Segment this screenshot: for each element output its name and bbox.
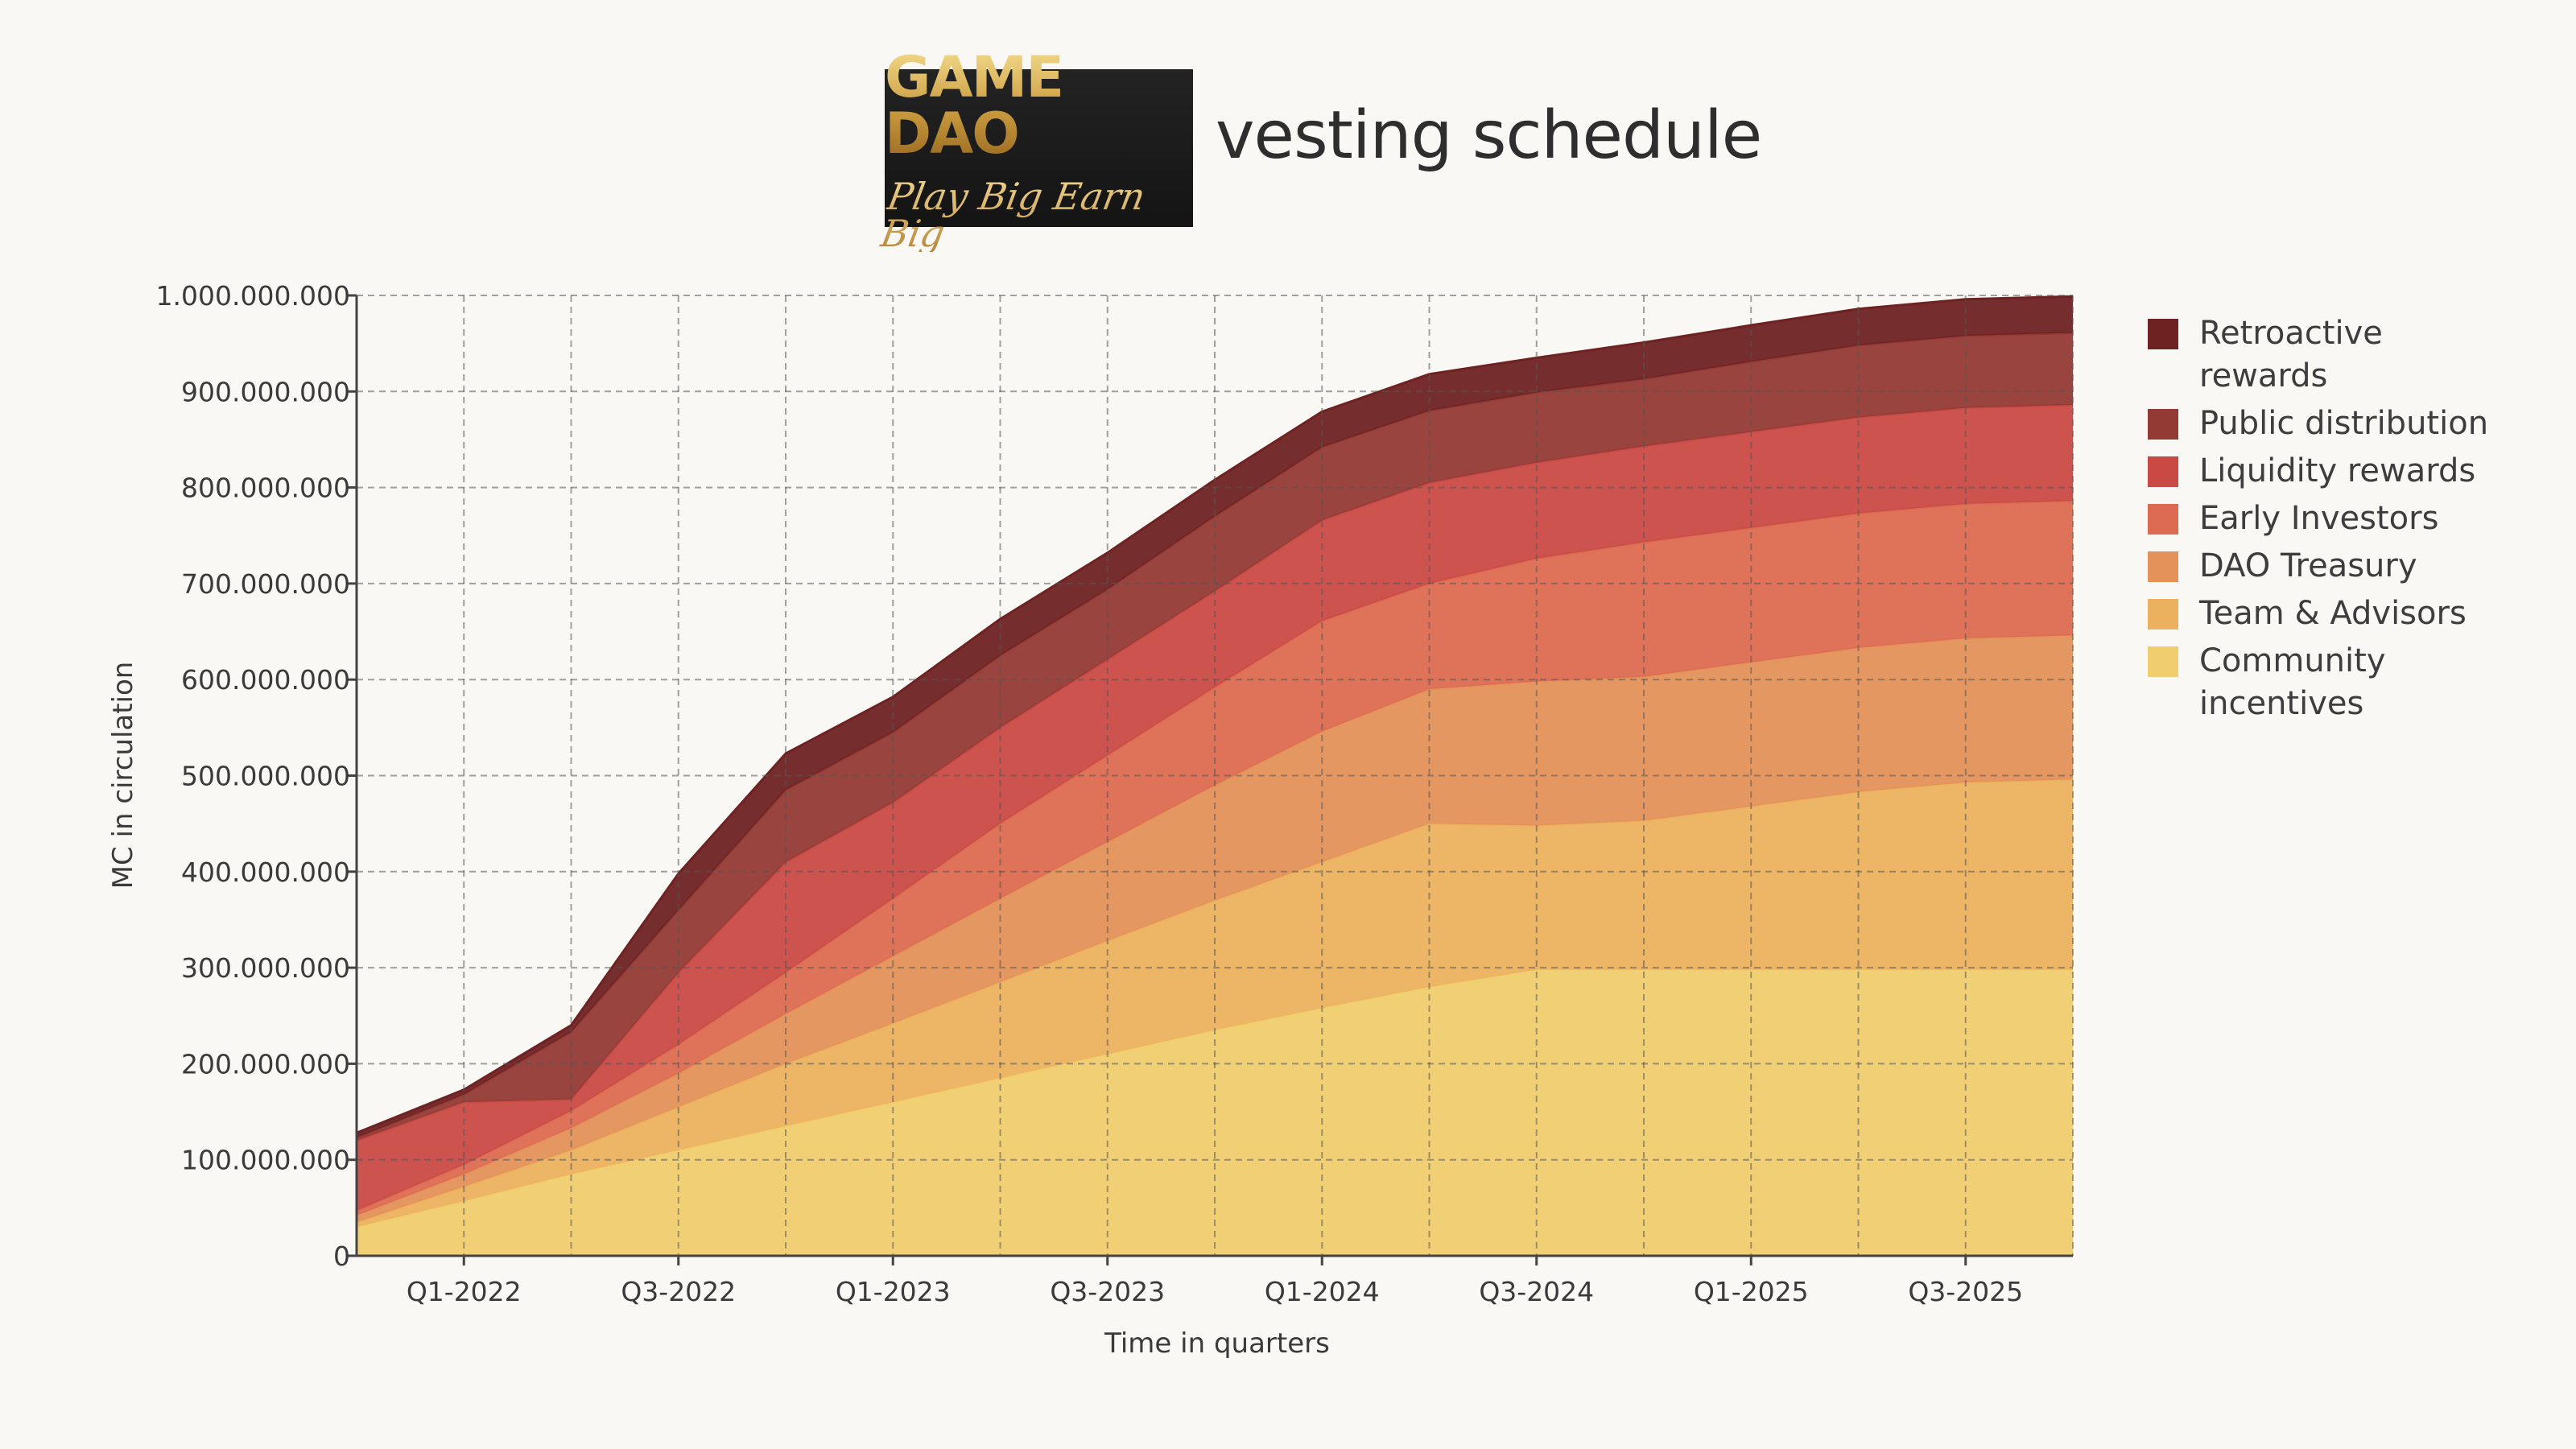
x-tick-label: Q3-2024 (1479, 1276, 1594, 1307)
y-axis-title: MC in circulation (107, 662, 139, 890)
y-tick-label: 500.000.000 (181, 761, 350, 792)
legend-item: DAO Treasury (2148, 545, 2489, 588)
grid-lines (357, 295, 2074, 1256)
legend-swatch (2148, 646, 2178, 677)
x-tick-label: Q3-2025 (1908, 1276, 2023, 1307)
game-dao-logo: GAME DAO Play Big Earn Big (877, 49, 1193, 255)
y-tick-label: 300.000.000 (181, 952, 350, 984)
y-tick-label: 100.000.000 (181, 1145, 350, 1176)
y-tick-label: 700.000.000 (181, 568, 350, 600)
x-tick-label: Q3-2023 (1050, 1276, 1165, 1307)
x-tick-label: Q1-2023 (836, 1276, 951, 1307)
y-tick-label: 800.000.000 (181, 473, 350, 504)
y-tick-label: 1.000.000.000 (156, 280, 350, 312)
legend-item: Early Investors (2148, 497, 2489, 540)
legend-label: Liquidity rewards (2199, 452, 2476, 489)
legend-item: Liquidity rewards (2148, 450, 2489, 493)
legend-label: Early Investors (2199, 500, 2439, 537)
legend-swatch (2148, 409, 2178, 440)
y-tick-label: 600.000.000 (181, 664, 350, 696)
area-public-distribution (357, 332, 2073, 1141)
legend-swatch (2148, 551, 2178, 582)
x-axis-title: Time in quarters (1104, 1327, 1330, 1360)
legend-swatch (2148, 319, 2178, 349)
x-tick-label: Q3-2022 (621, 1276, 736, 1307)
legend-swatch (2148, 599, 2178, 630)
page-title: vesting schedule (1216, 97, 1762, 174)
y-tick-label: 400.000.000 (181, 857, 350, 888)
legend-swatch (2148, 504, 2178, 535)
legend-item: Public distribution (2148, 402, 2489, 445)
y-tick-label: 900.000.000 (181, 376, 350, 407)
legend-swatch (2148, 456, 2178, 487)
legend-label: DAO Treasury (2199, 547, 2417, 584)
legend-item: Community incentives (2148, 640, 2489, 725)
legend-item: Team & Advisors (2148, 592, 2489, 635)
legend-label: Public distribution (2199, 405, 2489, 442)
chart-legend: Retroactive rewards Public distribution Li… (2148, 312, 2489, 730)
x-tick-labels: Q1-2022 Q3-2022 Q1-2023 Q3-2023 Q1-2024 Q3-20… (407, 1256, 2023, 1307)
x-tick-label: Q1-2024 (1265, 1276, 1380, 1307)
legend-item: Retroactive rewards (2148, 312, 2489, 398)
logo-wordmark: GAME DAO (885, 49, 1193, 162)
x-tick-label: Q1-2022 (407, 1276, 522, 1307)
y-tick-label: 0 (333, 1241, 350, 1272)
legend-label: Retroactive rewards (2199, 315, 2383, 394)
area-early-investors (357, 501, 2073, 1216)
legend-label: Community incentives (2199, 642, 2386, 722)
x-tick-label: Q1-2025 (1694, 1276, 1809, 1307)
y-tick-labels: 0 100.000.000 200.000.000 300.000.000 400.00… (156, 280, 357, 1272)
area-retroactive-rewards (357, 296, 2073, 1138)
area-liquidity-rewards (357, 405, 2073, 1211)
y-tick-label: 200.000.000 (181, 1048, 350, 1080)
area-team-advisors (357, 779, 2073, 1228)
legend-label: Team & Advisors (2199, 595, 2467, 632)
